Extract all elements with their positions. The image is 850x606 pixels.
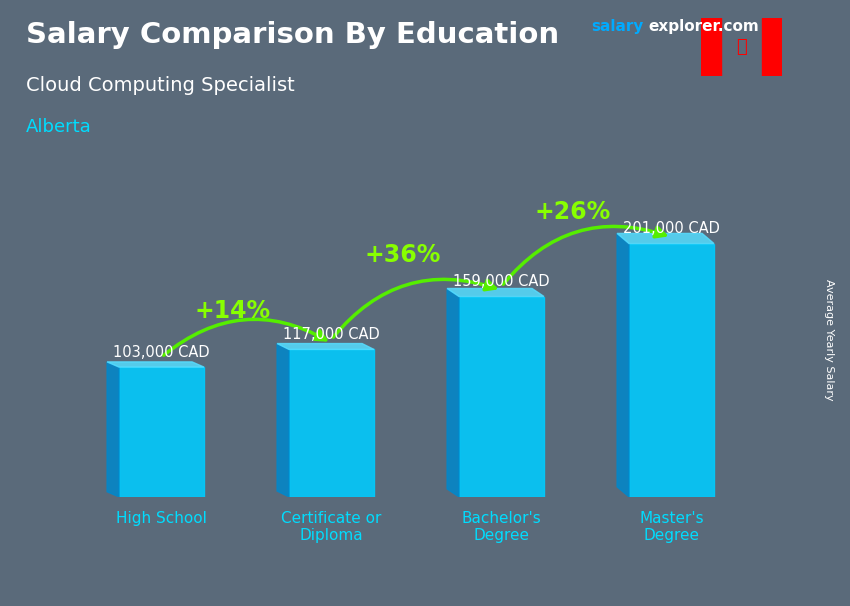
Polygon shape [107,362,119,497]
Text: +26%: +26% [535,201,611,224]
Polygon shape [277,344,289,497]
Text: +14%: +14% [195,299,271,324]
Text: Salary Comparison By Education: Salary Comparison By Education [26,21,558,49]
Bar [701,18,722,76]
Text: explorer.com: explorer.com [649,19,759,35]
Polygon shape [107,362,204,367]
Polygon shape [447,288,459,497]
Text: +36%: +36% [365,243,441,267]
Polygon shape [617,233,714,244]
Bar [289,350,374,497]
Text: salary: salary [591,19,643,35]
Bar [119,367,204,497]
Text: 🍁: 🍁 [736,38,747,56]
Polygon shape [447,288,544,296]
Text: Cloud Computing Specialist: Cloud Computing Specialist [26,76,294,95]
Text: 117,000 CAD: 117,000 CAD [283,327,380,342]
Text: Alberta: Alberta [26,118,91,136]
FancyArrowPatch shape [164,319,326,355]
Text: 159,000 CAD: 159,000 CAD [453,274,550,289]
FancyArrowPatch shape [333,279,496,337]
Text: 201,000 CAD: 201,000 CAD [623,221,720,236]
Bar [762,18,782,76]
Text: 103,000 CAD: 103,000 CAD [113,345,210,359]
Text: Average Yearly Salary: Average Yearly Salary [824,279,834,400]
Polygon shape [277,344,374,350]
Bar [629,244,714,497]
FancyArrowPatch shape [503,227,666,284]
Bar [459,296,544,497]
Polygon shape [617,233,629,497]
